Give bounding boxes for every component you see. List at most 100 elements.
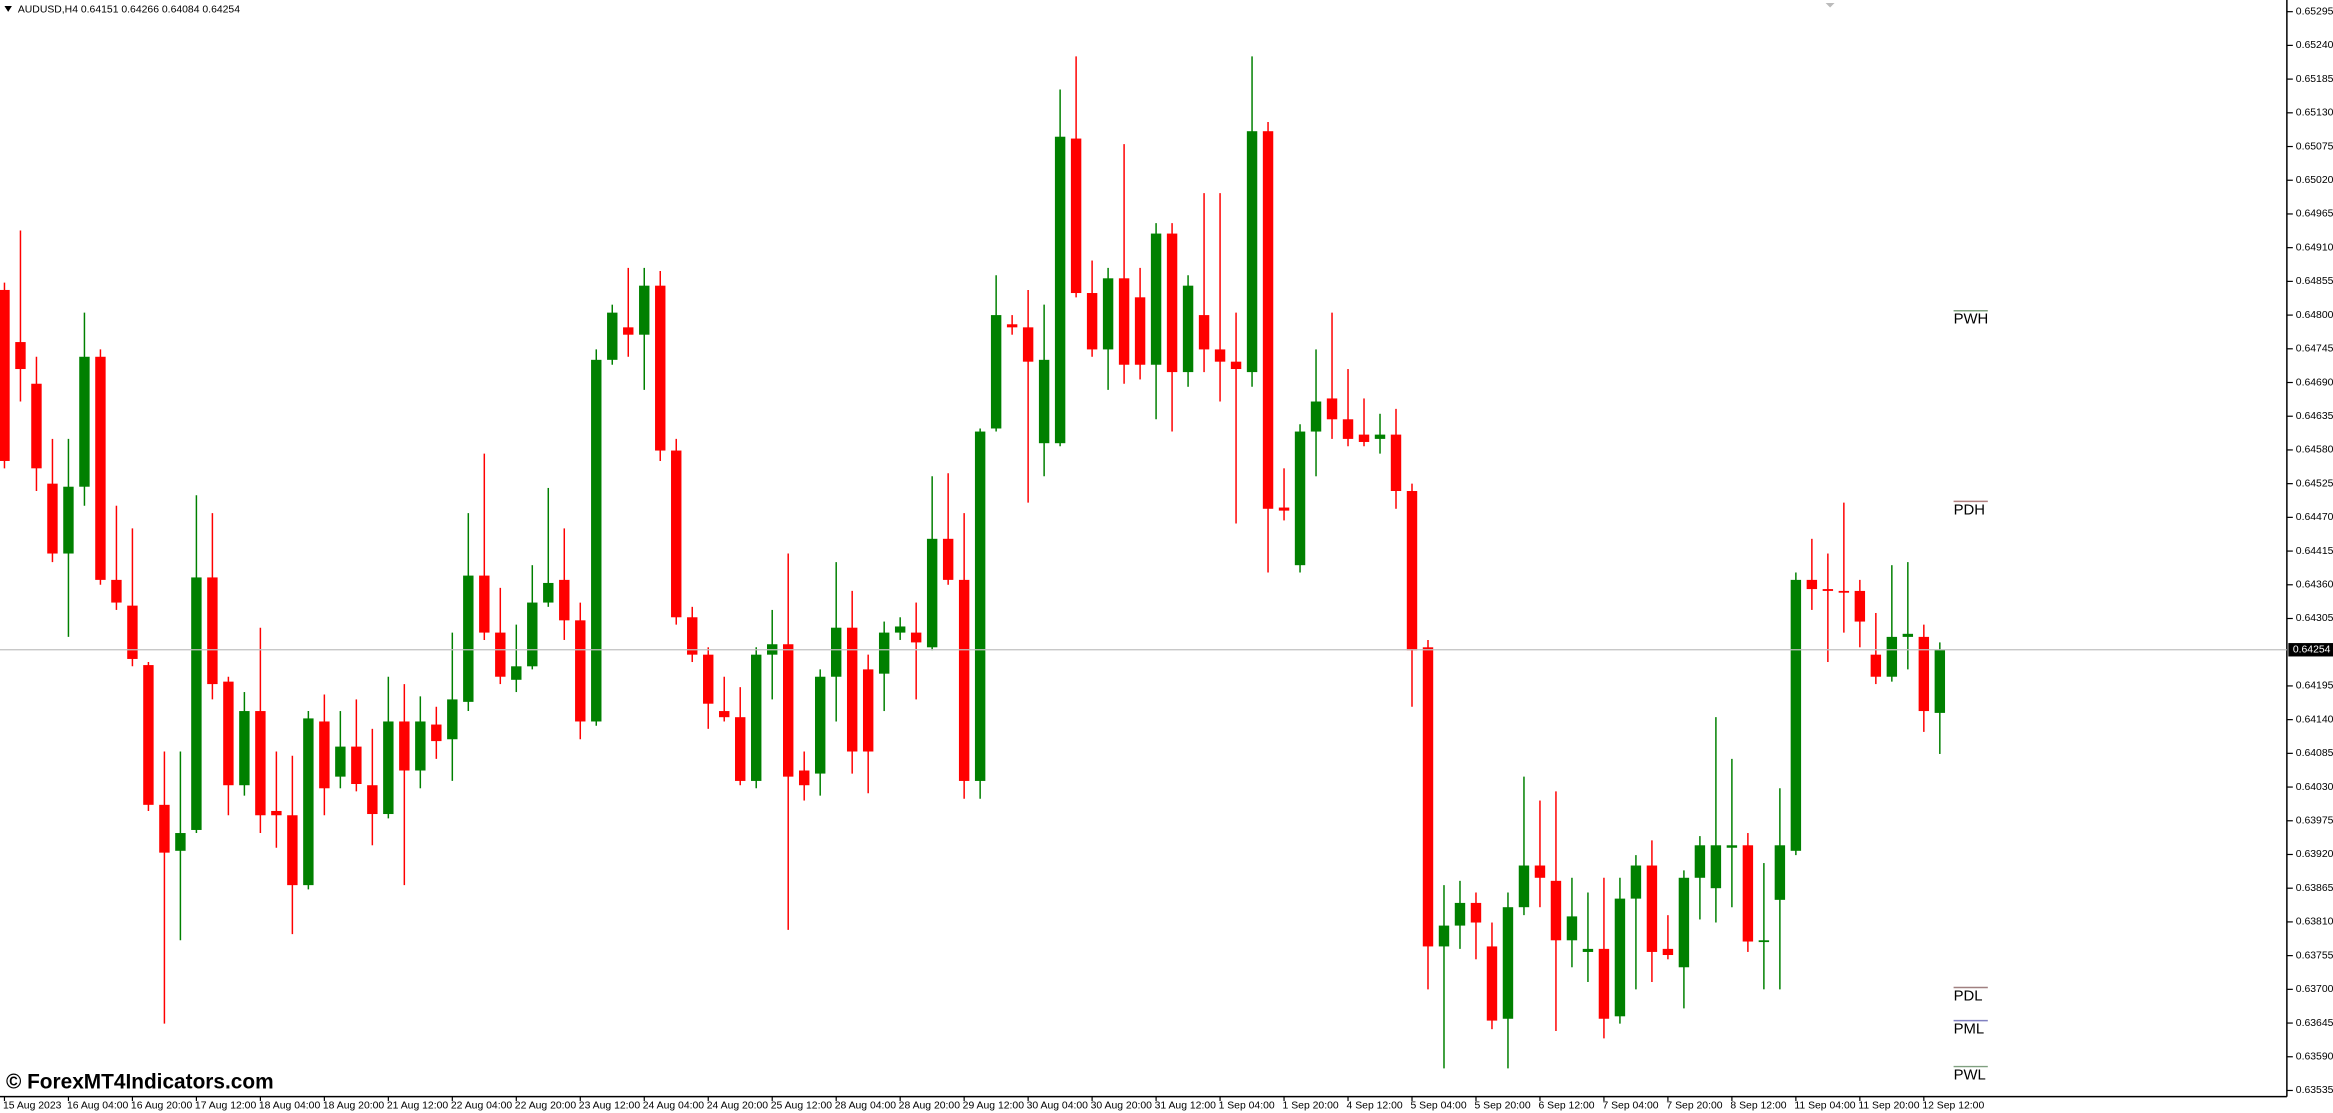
candle-body: [1374, 434, 1386, 439]
y-tick-label: 0.64690: [2296, 377, 2333, 388]
candle-body: [207, 577, 218, 685]
x-tick-label: 31 Aug 12:00: [1155, 1100, 1217, 1111]
y-tick-label: 0.64140: [2296, 714, 2333, 725]
candle-body: [862, 669, 874, 752]
x-tick-label: 8 Sep 12:00: [1730, 1100, 1786, 1111]
candle-body: [1902, 633, 1914, 637]
y-tick-label: 0.64360: [2296, 580, 2333, 591]
candle-body: [351, 746, 362, 784]
x-tick-label: 18 Aug 20:00: [323, 1100, 385, 1111]
candle-body: [1182, 285, 1194, 373]
level-label: PDH: [1954, 502, 1985, 518]
candle-body: [399, 721, 410, 771]
x-tick-label: 5 Sep 04:00: [1411, 1100, 1467, 1111]
candle-body: [1870, 654, 1882, 677]
candle-body: [846, 627, 858, 752]
candle-body: [814, 676, 826, 774]
candle-body: [1646, 865, 1658, 952]
candle-body: [159, 804, 170, 853]
candle-body: [719, 711, 730, 718]
candle-body: [1246, 131, 1258, 373]
candle-body: [1486, 946, 1498, 1021]
y-tick-label: 0.64745: [2296, 344, 2333, 355]
x-tick-label: 7 Sep 04:00: [1602, 1100, 1658, 1111]
y-tick-label: 0.64580: [2296, 445, 2333, 456]
candle-body: [655, 285, 666, 451]
candle-body: [1454, 902, 1466, 926]
y-tick-label: 0.64525: [2296, 478, 2333, 489]
candle-body: [1598, 948, 1610, 1019]
candle-body: [1534, 865, 1546, 878]
candle-body: [527, 602, 538, 667]
candle-body: [1310, 401, 1322, 432]
candle-body: [367, 785, 378, 815]
candle-body: [559, 579, 570, 621]
y-tick-label: 0.63535: [2296, 1085, 2333, 1096]
y-tick-label: 0.65185: [2296, 74, 2333, 85]
x-tick-label: 15 Aug 2023: [3, 1100, 62, 1111]
candle-body: [1550, 880, 1562, 941]
y-tick-label: 0.64910: [2296, 242, 2333, 253]
candle-body: [751, 654, 762, 781]
candle-body: [1198, 315, 1210, 350]
candle-body: [1230, 361, 1242, 370]
level-label: PWH: [1954, 312, 1989, 328]
candle-body: [958, 579, 970, 781]
x-tick-label: 30 Aug 20:00: [1091, 1100, 1153, 1111]
candle-body: [1774, 845, 1786, 900]
candle-body: [1406, 491, 1418, 651]
candle-body: [1854, 590, 1866, 622]
candle-body: [782, 644, 794, 777]
x-tick-label: 12 Sep 12:00: [1922, 1100, 1984, 1111]
x-tick-label: 1 Sep 04:00: [1219, 1100, 1275, 1111]
candle-body: [271, 810, 282, 816]
candle-body: [1150, 233, 1162, 365]
candle-body: [1790, 579, 1802, 851]
y-tick-label: 0.63865: [2296, 883, 2333, 894]
candle-body: [1070, 138, 1082, 294]
candle-body: [1022, 327, 1034, 362]
candle-body: [15, 342, 26, 370]
y-tick-label: 0.63920: [2296, 849, 2333, 860]
candle-body: [1822, 589, 1834, 591]
candle-body: [623, 327, 634, 335]
y-tick-label: 0.63755: [2296, 950, 2333, 961]
candle-body: [1054, 136, 1066, 444]
candle-body: [383, 721, 394, 815]
y-tick-label: 0.65020: [2296, 175, 2333, 186]
y-tick-label: 0.64855: [2296, 276, 2333, 287]
x-tick-label: 4 Sep 12:00: [1347, 1100, 1403, 1111]
y-tick-label: 0.64800: [2296, 310, 2333, 321]
candle-body: [415, 721, 426, 771]
y-tick-label: 0.64635: [2296, 411, 2333, 422]
symbol-menu-arrow[interactable]: [4, 5, 12, 12]
candle-body: [63, 486, 74, 554]
x-tick-label: 30 Aug 04:00: [1027, 1100, 1089, 1111]
candle-body: [639, 285, 650, 335]
x-tick-label: 21 Aug 12:00: [387, 1100, 449, 1111]
x-tick-label: 11 Sep 04:00: [1794, 1100, 1855, 1111]
candle-body: [1710, 845, 1722, 889]
candle-body: [1134, 297, 1146, 365]
candle-body: [974, 431, 986, 781]
y-tick-label: 0.64415: [2296, 546, 2333, 557]
level-label: PWL: [1954, 1067, 1986, 1083]
last-price-box: [2288, 643, 2333, 657]
y-tick-label: 0.63975: [2296, 816, 2333, 827]
y-tick-label: 0.64030: [2296, 782, 2333, 793]
candle-body: [335, 746, 346, 777]
candle-body: [143, 665, 154, 805]
candle-body: [1390, 434, 1402, 492]
candle-body: [31, 383, 42, 469]
candle-body: [942, 538, 954, 580]
x-tick-label: 28 Aug 20:00: [899, 1100, 961, 1111]
candle-body: [1470, 902, 1482, 923]
y-tick-label: 0.64305: [2296, 613, 2333, 624]
candle-body: [1838, 590, 1850, 593]
candle-body: [1086, 293, 1098, 350]
candle-body: [687, 617, 698, 655]
candle-body: [1006, 324, 1018, 328]
candle-body: [1518, 865, 1530, 908]
candle-body: [447, 699, 458, 740]
x-tick-label: 22 Aug 20:00: [515, 1100, 577, 1111]
